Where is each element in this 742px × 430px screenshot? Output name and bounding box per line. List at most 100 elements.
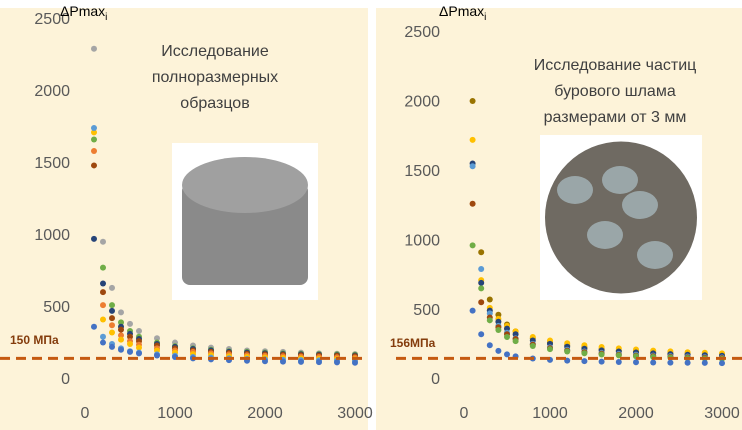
y-tick-label: 1500 — [34, 155, 70, 172]
annotation: размерами от 3 мм — [544, 109, 687, 126]
y-axis-label-main: ΔPmax — [60, 3, 105, 19]
point — [136, 350, 142, 357]
sample-spot — [622, 191, 658, 219]
point — [352, 359, 358, 366]
point — [469, 163, 476, 170]
point — [118, 332, 124, 339]
point — [154, 335, 160, 342]
point — [633, 359, 639, 366]
point — [109, 315, 115, 322]
point — [316, 359, 322, 366]
x-tick-label: 0 — [81, 405, 90, 422]
point — [100, 316, 106, 323]
point — [118, 326, 124, 333]
x-tick-label: 0 — [460, 405, 469, 422]
point — [100, 280, 106, 287]
point — [154, 352, 160, 359]
point — [109, 322, 115, 329]
point — [127, 341, 133, 347]
threshold-label: 156МПа — [390, 336, 436, 350]
point — [478, 331, 485, 338]
point — [667, 359, 674, 366]
x-tick-label: 2000 — [247, 405, 283, 422]
point — [495, 318, 502, 325]
point — [469, 307, 476, 314]
point — [486, 317, 493, 324]
x-tick-label: 1000 — [532, 405, 568, 422]
point — [91, 235, 97, 242]
point — [478, 285, 485, 292]
point — [127, 320, 133, 327]
sample-top — [182, 157, 308, 213]
point — [564, 348, 571, 355]
sample-spot — [587, 221, 623, 249]
point — [478, 299, 485, 306]
annotation: бурового шлама — [554, 83, 676, 100]
point — [495, 311, 502, 318]
point — [469, 98, 476, 105]
point — [495, 347, 502, 354]
annotation: Исследование — [161, 43, 269, 60]
point — [100, 264, 106, 271]
point — [650, 359, 657, 366]
point — [100, 302, 106, 309]
point — [512, 338, 519, 345]
point — [469, 200, 476, 207]
point — [719, 360, 725, 367]
y-axis-label-sub: i — [484, 12, 486, 23]
point — [100, 333, 106, 340]
sample-spot — [602, 166, 638, 194]
point — [109, 307, 115, 314]
point — [529, 342, 536, 349]
point — [334, 359, 340, 366]
point — [118, 336, 124, 343]
annotation: Исследование частиц — [534, 57, 697, 74]
x-tick-label: 3000 — [337, 405, 373, 422]
point — [495, 327, 502, 334]
point — [109, 329, 115, 336]
y-axis-label: ΔPmaxi — [439, 3, 486, 23]
annotation: полноразмерных — [152, 69, 278, 86]
point — [598, 358, 605, 365]
point — [91, 162, 97, 169]
point — [91, 45, 97, 52]
point — [298, 358, 304, 365]
y-axis-label: ΔPmaxi — [60, 3, 107, 23]
point — [478, 279, 485, 286]
point — [504, 333, 510, 340]
point — [118, 309, 124, 316]
y-tick-label: 2500 — [404, 24, 440, 41]
point — [136, 328, 142, 335]
point — [100, 238, 106, 245]
point — [280, 358, 286, 365]
point — [547, 346, 553, 353]
y-axis-label-sub: i — [105, 12, 107, 23]
point — [118, 319, 124, 326]
y-tick-label: 2000 — [34, 83, 70, 100]
threshold-label: 150 МПа — [10, 333, 59, 347]
point — [109, 343, 115, 350]
point — [469, 136, 476, 143]
x-tick-label: 1000 — [157, 405, 193, 422]
sample-disk — [545, 141, 697, 294]
y-tick-label: 0 — [431, 371, 440, 388]
point — [91, 136, 97, 143]
y-tick-label: 0 — [61, 371, 70, 388]
y-tick-label: 500 — [43, 299, 70, 316]
y-tick-label: 500 — [413, 302, 440, 319]
point — [598, 351, 605, 358]
point — [136, 344, 142, 351]
divider — [368, 0, 376, 430]
y-tick-label: 1000 — [34, 227, 70, 244]
y-axis-label-main: ΔPmax — [439, 3, 484, 19]
point — [684, 359, 691, 366]
point — [100, 339, 106, 346]
sample-spot — [557, 176, 593, 204]
point — [486, 310, 493, 317]
point — [504, 325, 510, 332]
point — [100, 289, 106, 296]
point — [91, 323, 97, 330]
point — [512, 331, 519, 338]
y-tick-label: 1500 — [404, 163, 440, 180]
